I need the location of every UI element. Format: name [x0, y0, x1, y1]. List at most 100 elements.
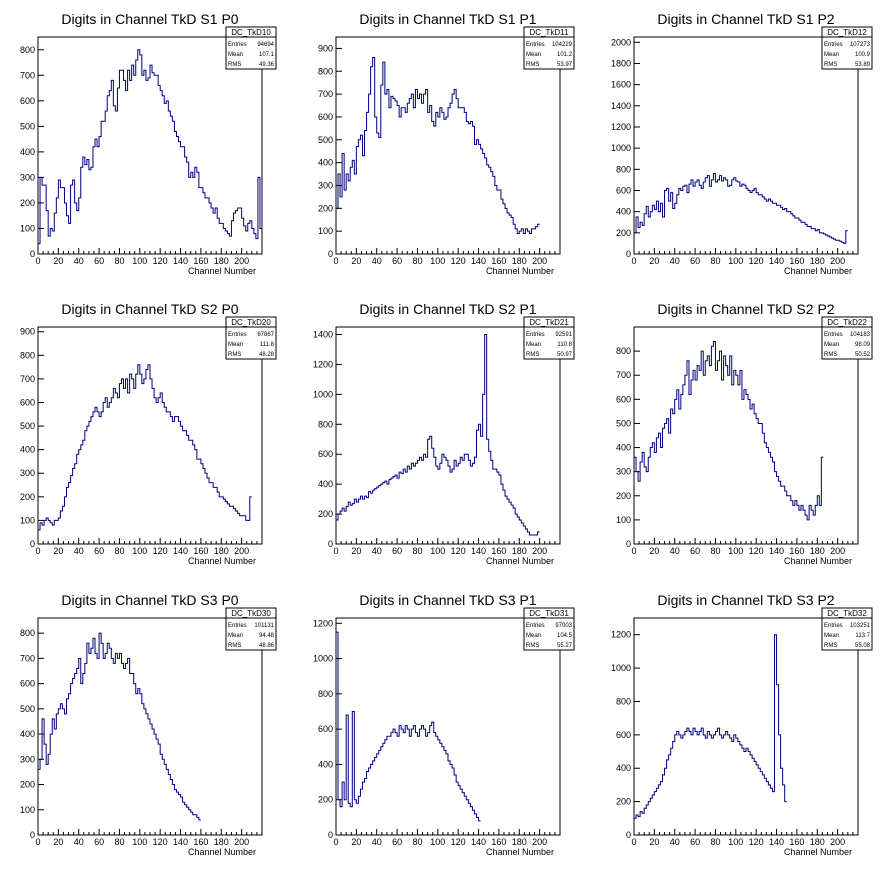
- y-tick-label: 300: [20, 172, 35, 182]
- stats-label: Entries: [526, 42, 545, 48]
- y-tick-label: 1400: [611, 101, 631, 111]
- x-tick-label: 200: [532, 837, 547, 847]
- x-tick-label: 20: [351, 837, 361, 847]
- stats-label: RMS: [228, 352, 241, 358]
- x-tick-label: 0: [333, 256, 338, 266]
- stats-label: RMS: [824, 62, 837, 68]
- stats-box-frame: [821, 316, 873, 360]
- stats-value: 107273: [850, 42, 871, 48]
- plot-frame: [633, 617, 859, 836]
- histogram-line: [38, 632, 201, 821]
- y-tick-label: 200: [318, 795, 333, 805]
- y-tick-label: 400: [318, 759, 333, 769]
- x-tick-label: 120: [749, 837, 764, 847]
- y-tick-label: 1200: [611, 630, 631, 640]
- x-tick-label: 120: [153, 546, 168, 556]
- histogram-panel-8: Digits in Channel TkD S3 P1 0 20 40 60 80 100 1…: [313, 592, 575, 857]
- x-tick-label: 140: [173, 546, 188, 556]
- y-tick-label: 800: [318, 419, 333, 429]
- histogram-line: [634, 634, 787, 819]
- y-tick-label: 700: [20, 653, 35, 663]
- stats-box: DC_TkD20 Entries 67867 Mean 111.8 RMS 48.28: [225, 316, 277, 360]
- stats-value: 101131: [254, 623, 274, 629]
- stats-box: DC_TkD30 Entries 101131 Mean 94.48 RMS 48.86: [225, 607, 277, 651]
- histogram-line: [38, 49, 262, 245]
- x-tick-label: 0: [35, 837, 40, 847]
- x-tick-label: 140: [769, 546, 784, 556]
- stats-value: 97003: [555, 623, 572, 629]
- y-tick-label: 200: [616, 491, 631, 501]
- y-tick-label: 500: [318, 135, 333, 145]
- stats-box: DC_TkD31 Entries 97003 Mean 104.5 RMS 55.27: [523, 607, 575, 651]
- x-tick-label: 20: [53, 546, 63, 556]
- x-tick-label: 120: [451, 837, 466, 847]
- y-tick-label: 200: [20, 780, 35, 790]
- x-tick-label: 200: [234, 837, 249, 847]
- y-tick-label: 700: [616, 370, 631, 380]
- chart-title: Digits in Channel TkD S3 P1: [359, 592, 536, 608]
- x-tick-label: 140: [769, 256, 784, 266]
- x-tick-label: 20: [649, 837, 659, 847]
- y-tick-label: 400: [318, 158, 333, 168]
- stats-box-frame: [523, 26, 575, 70]
- y-tick-label: 1400: [313, 329, 333, 339]
- stats-box: DC_TkD22 Entries 104183 Mean 98.09 RMS 50.52: [821, 316, 873, 360]
- stats-box-frame: [225, 316, 277, 360]
- y-tick-label: 600: [20, 397, 35, 407]
- x-tick-label: 80: [114, 256, 124, 266]
- x-tick-label: 100: [430, 256, 445, 266]
- y-tick-label: 100: [20, 805, 35, 815]
- stats-value: 92591: [555, 332, 572, 338]
- stats-label: Mean: [824, 342, 839, 348]
- stats-value: 104183: [850, 332, 871, 338]
- stats-label: RMS: [824, 643, 837, 649]
- y-tick-label: 0: [328, 830, 333, 840]
- x-axis-label: Channel Number: [188, 266, 256, 276]
- stats-box-frame: [821, 607, 873, 651]
- x-tick-label: 180: [214, 546, 229, 556]
- x-tick-label: 0: [35, 256, 40, 266]
- x-tick-label: 100: [728, 256, 743, 266]
- y-tick-label: 600: [20, 96, 35, 106]
- stats-label: Entries: [228, 42, 247, 48]
- x-tick-label: 20: [53, 256, 63, 266]
- stats-label: Entries: [526, 623, 545, 629]
- stats-box-name: DC_TkD10: [231, 28, 271, 37]
- x-tick-label: 140: [471, 837, 486, 847]
- stats-value: 103251: [850, 623, 871, 629]
- stats-label: Entries: [228, 332, 247, 338]
- x-tick-label: 0: [631, 256, 636, 266]
- stats-value: 49.36: [259, 62, 275, 68]
- stats-label: Mean: [228, 52, 243, 58]
- stats-box-name: DC_TkD22: [827, 318, 867, 327]
- y-tick-label: 600: [616, 394, 631, 404]
- x-tick-label: 0: [631, 837, 636, 847]
- stats-box-name: DC_TkD11: [530, 28, 570, 37]
- y-tick-label: 1200: [611, 122, 631, 132]
- y-tick-label: 1000: [313, 654, 333, 664]
- y-tick-label: 600: [318, 724, 333, 734]
- x-tick-label: 40: [670, 256, 680, 266]
- y-tick-label: 0: [626, 539, 631, 549]
- y-tick-label: 200: [20, 198, 35, 208]
- stats-label: Mean: [526, 342, 541, 348]
- plot-frame: [633, 326, 859, 545]
- x-tick-label: 160: [193, 546, 208, 556]
- y-tick-label: 800: [20, 628, 35, 638]
- chart-title: Digits in Channel TkD S3 P2: [657, 592, 834, 608]
- y-tick-label: 0: [328, 249, 333, 259]
- x-tick-label: 0: [333, 546, 338, 556]
- stats-box: DC_TkD12 Entries 107273 Mean 100.9 RMS 53.89: [821, 26, 873, 70]
- x-tick-label: 80: [412, 256, 422, 266]
- x-tick-label: 100: [728, 546, 743, 556]
- stats-value: 111.8: [260, 342, 275, 348]
- stats-label: Mean: [824, 633, 839, 639]
- stats-label: Mean: [526, 633, 541, 639]
- stats-box: DC_TkD21 Entries 92591 Mean 110.8 RMS 50.97: [523, 316, 575, 360]
- stats-label: RMS: [824, 352, 837, 358]
- y-tick-label: 100: [20, 223, 35, 233]
- x-axis-label: Channel Number: [188, 847, 256, 857]
- chart-title: Digits in Channel TkD S1 P2: [657, 11, 834, 27]
- chart-title: Digits in Channel TkD S2 P2: [657, 301, 834, 317]
- x-tick-label: 40: [670, 837, 680, 847]
